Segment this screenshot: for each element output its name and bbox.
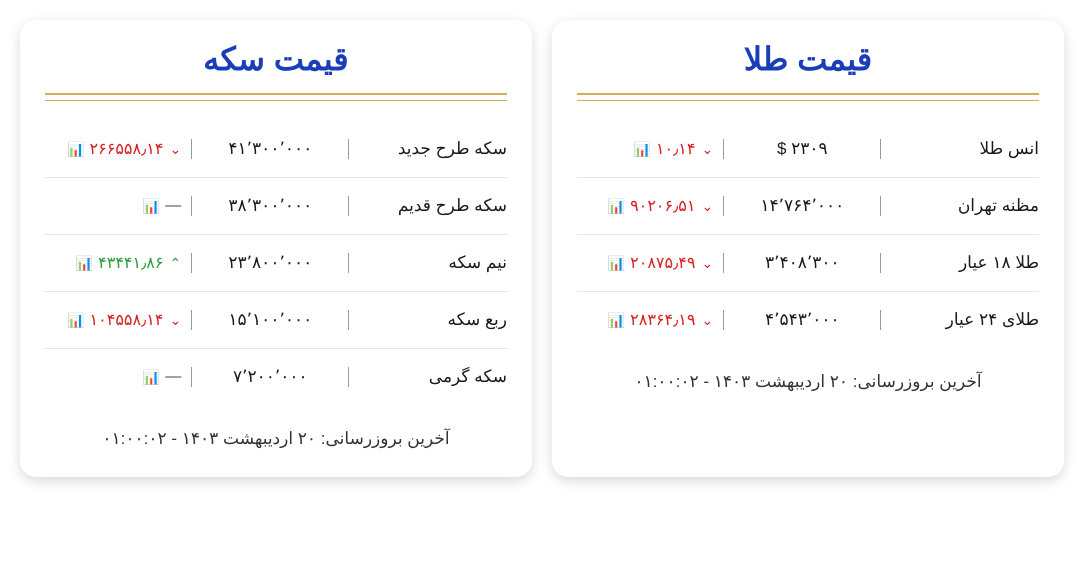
row-price: ۷٬۲۰۰٬۰۰۰ [191,367,348,387]
gold-price-table: انس طلا ۲۳۰۹ $ 📊 ۱۰٫۱۴ ⌄ مظنه تهران ۱۴٬۷… [577,121,1039,348]
chart-icon: 📊 [143,198,159,215]
row-change: 📊 ۹۰۲۰۶٫۵۱ ⌄ [577,196,723,216]
coin-card-header: قیمت سکه [45,40,507,101]
row-change: 📊 ۲۸۳۶۴٫۱۹ ⌄ [577,310,723,330]
coin-card-footer: آخرین بروزرسانی: ۲۰ اردیبهشت ۱۴۰۳ - ۰۱:۰… [45,425,507,452]
chart-icon: 📊 [633,141,649,158]
row-price: ۱۴٬۷۶۴٬۰۰۰ [723,196,880,216]
change-value: ۲۸۳۶۴٫۱۹ [630,310,695,330]
gold-price-card: قیمت طلا انس طلا ۲۳۰۹ $ 📊 ۱۰٫۱۴ ⌄ مظنه ت… [552,20,1064,477]
chart-icon: 📊 [608,255,624,272]
row-name: ربع سکه [348,310,507,330]
row-price: ۲۳۰۹ $ [723,139,880,159]
arrow-down-icon: ⌄ [701,198,713,215]
row-name: طلای ۲۴ عیار [880,310,1039,330]
change-value: — [165,368,181,386]
chart-icon: 📊 [76,255,92,272]
arrow-down-icon: ⌄ [169,312,181,329]
row-change: 📊 ۱۰٫۱۴ ⌄ [577,139,723,159]
row-change: 📊 ۲۰۸۷۵٫۴۹ ⌄ [577,253,723,273]
chart-icon: 📊 [67,141,83,158]
table-row: طلای ۲۴ عیار ۴٬۵۴۳٬۰۰۰ 📊 ۲۸۳۶۴٫۱۹ ⌄ [577,292,1039,348]
change-value: — [165,197,181,215]
coin-price-table: سکه طرح جدید ۴۱٬۳۰۰٬۰۰۰ 📊 ۲۶۶۵۵۸٫۱۴ ⌄ سک… [45,121,507,405]
table-row: طلا ۱۸ عیار ۳٬۴۰۸٬۳۰۰ 📊 ۲۰۸۷۵٫۴۹ ⌄ [577,235,1039,292]
row-name: سکه گرمی [348,367,507,387]
row-price: ۳۸٬۳۰۰٬۰۰۰ [191,196,348,216]
row-change: 📊 — [45,197,191,215]
change-value: ۴۳۴۴۱٫۸۶ [98,253,163,273]
row-price: ۴٬۵۴۳٬۰۰۰ [723,310,880,330]
row-price: ۱۵٬۱۰۰٬۰۰۰ [191,310,348,330]
change-value: ۱۰٫۱۴ [656,139,696,159]
row-change: 📊 ۲۶۶۵۵۸٫۱۴ ⌄ [45,139,191,159]
chart-icon: 📊 [608,198,624,215]
row-change: 📊 ۱۰۴۵۵۸٫۱۴ ⌄ [45,310,191,330]
arrow-down-icon: ⌄ [701,255,713,272]
gold-card-header: قیمت طلا [577,40,1039,101]
gold-card-title: قیمت طلا [577,40,1039,95]
row-name: طلا ۱۸ عیار [880,253,1039,273]
arrow-up-icon: ⌃ [169,255,181,272]
row-price: ۲۳٬۸۰۰٬۰۰۰ [191,253,348,273]
row-price: ۴۱٬۳۰۰٬۰۰۰ [191,139,348,159]
table-row: سکه گرمی ۷٬۲۰۰٬۰۰۰ 📊 — [45,349,507,405]
row-name: سکه طرح قدیم [348,196,507,216]
chart-icon: 📊 [67,312,83,329]
coin-card-title: قیمت سکه [45,40,507,95]
table-row: نیم سکه ۲۳٬۸۰۰٬۰۰۰ 📊 ۴۳۴۴۱٫۸۶ ⌃ [45,235,507,292]
table-row: ربع سکه ۱۵٬۱۰۰٬۰۰۰ 📊 ۱۰۴۵۵۸٫۱۴ ⌄ [45,292,507,349]
arrow-down-icon: ⌄ [169,141,181,158]
row-change: 📊 ۴۳۴۴۱٫۸۶ ⌃ [45,253,191,273]
row-name: نیم سکه [348,253,507,273]
row-name: مظنه تهران [880,196,1039,216]
change-value: ۲۰۸۷۵٫۴۹ [630,253,695,273]
price-cards-container: قیمت طلا انس طلا ۲۳۰۹ $ 📊 ۱۰٫۱۴ ⌄ مظنه ت… [20,20,1064,477]
table-row: سکه طرح قدیم ۳۸٬۳۰۰٬۰۰۰ 📊 — [45,178,507,235]
table-row: مظنه تهران ۱۴٬۷۶۴٬۰۰۰ 📊 ۹۰۲۰۶٫۵۱ ⌄ [577,178,1039,235]
arrow-down-icon: ⌄ [701,312,713,329]
change-value: ۹۰۲۰۶٫۵۱ [630,196,695,216]
table-row: سکه طرح جدید ۴۱٬۳۰۰٬۰۰۰ 📊 ۲۶۶۵۵۸٫۱۴ ⌄ [45,121,507,178]
change-value: ۱۰۴۵۵۸٫۱۴ [90,310,164,330]
row-change: 📊 — [45,368,191,386]
chart-icon: 📊 [143,369,159,386]
row-name: سکه طرح جدید [348,139,507,159]
table-row: انس طلا ۲۳۰۹ $ 📊 ۱۰٫۱۴ ⌄ [577,121,1039,178]
chart-icon: 📊 [608,312,624,329]
coin-price-card: قیمت سکه سکه طرح جدید ۴۱٬۳۰۰٬۰۰۰ 📊 ۲۶۶۵۵… [20,20,532,477]
row-name: انس طلا [880,139,1039,159]
change-value: ۲۶۶۵۵۸٫۱۴ [90,139,164,159]
row-price: ۳٬۴۰۸٬۳۰۰ [723,253,880,273]
gold-card-footer: آخرین بروزرسانی: ۲۰ اردیبهشت ۱۴۰۳ - ۰۱:۰… [577,368,1039,395]
arrow-down-icon: ⌄ [701,141,713,158]
